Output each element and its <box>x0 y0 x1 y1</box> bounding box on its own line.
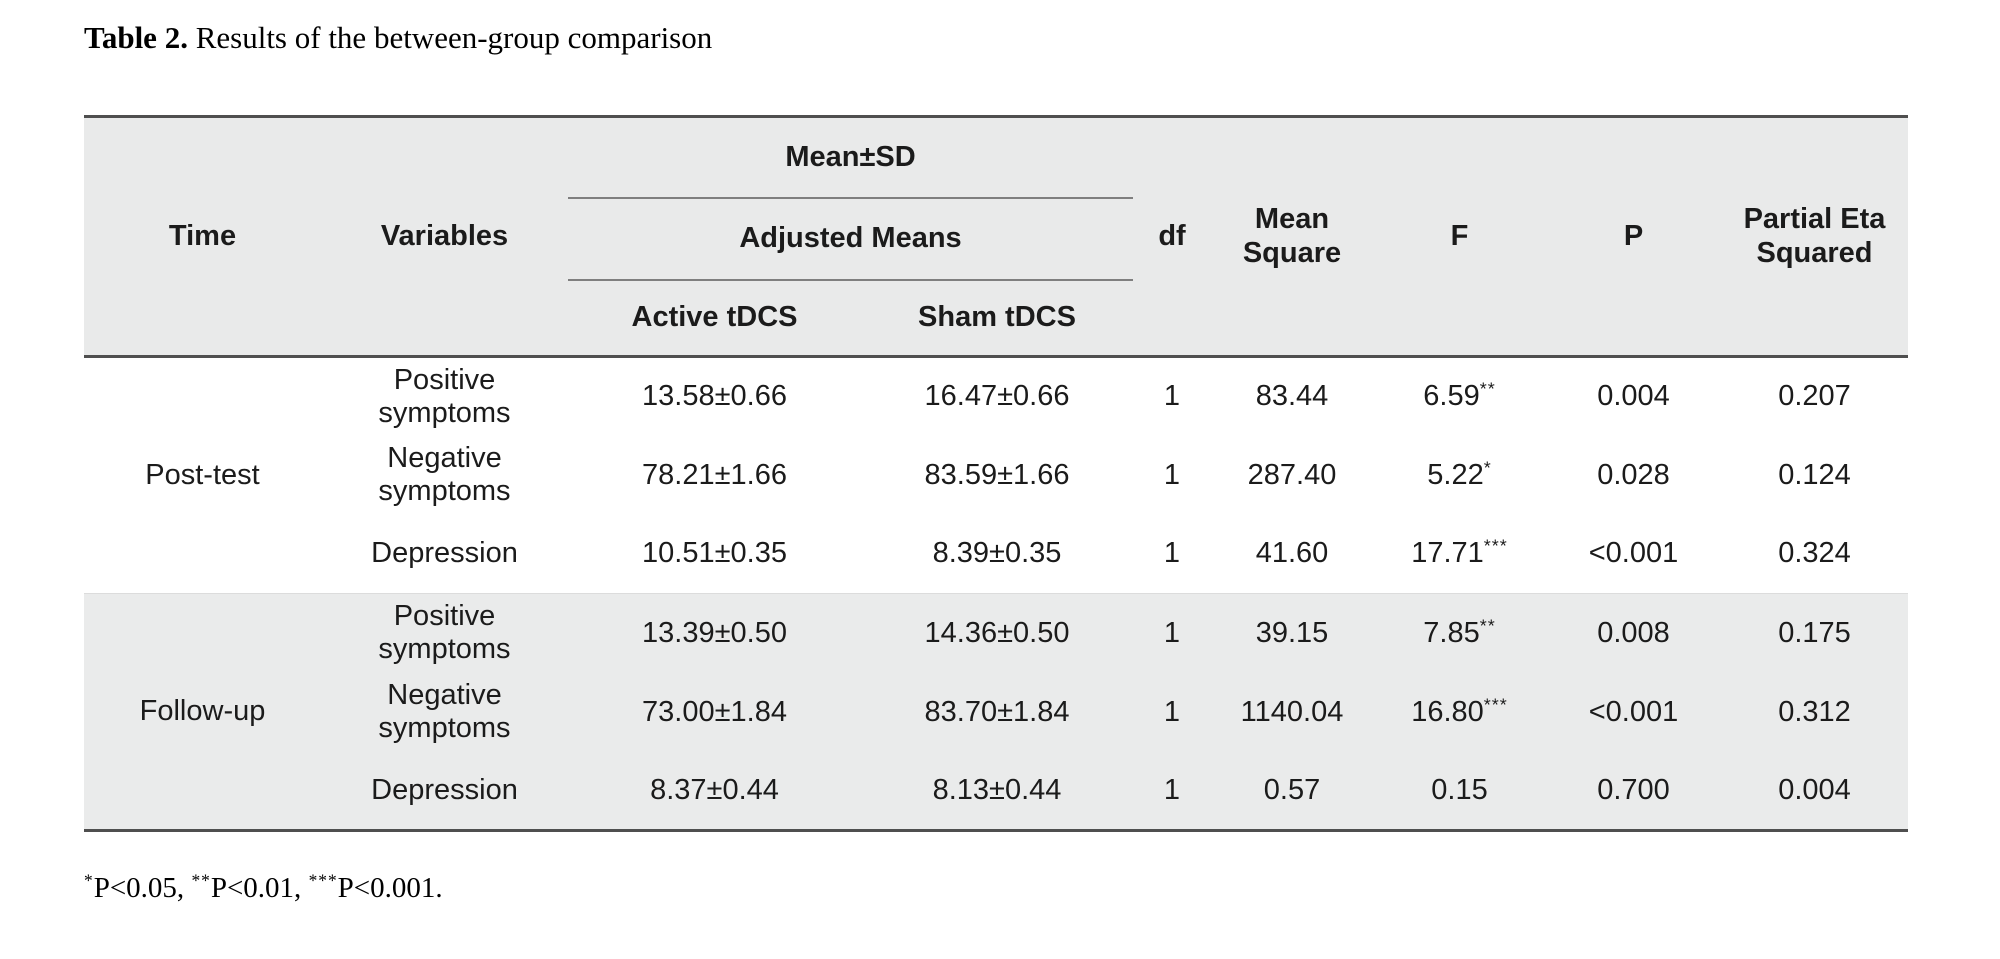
variable-cell: Negative symptoms <box>321 672 568 752</box>
sham-mean-cell: 83.70±1.84 <box>861 672 1133 752</box>
mean-square-cell: 1140.04 <box>1211 672 1373 752</box>
p-cell: 0.028 <box>1546 435 1721 515</box>
time-group-label-posttest: Post-test <box>84 356 321 594</box>
sham-mean-cell: 83.59±1.66 <box>861 435 1133 515</box>
mean-square-cell: 41.60 <box>1211 514 1373 594</box>
df-cell: 1 <box>1133 356 1211 436</box>
sham-mean-cell: 14.36±0.50 <box>861 593 1133 673</box>
mean-square-cell: 287.40 <box>1211 435 1373 515</box>
table-row-posttest-positive: Post-test Positive symptoms 13.58±0.66 1… <box>84 356 1908 594</box>
footnote: *P<0.05, **P<0.01, ***P<0.001. <box>84 872 443 905</box>
partial-eta-cell: 0.324 <box>1721 514 1908 594</box>
table-row-followup-positive: Follow-up Positive symptoms 13.39±0.50 1… <box>84 593 1908 832</box>
footnote-part-2: P<0.01, <box>210 872 302 904</box>
active-mean-cell: 13.58±0.66 <box>568 356 861 436</box>
table-caption: Table 2. Results of the between-group co… <box>84 20 712 56</box>
variable-cell: Depression <box>321 514 568 594</box>
significance-stars: *** <box>1483 535 1508 556</box>
sham-mean-cell: 16.47±0.66 <box>861 356 1133 436</box>
col-header-variables: Variables <box>321 116 568 358</box>
col-header-df: df <box>1133 116 1211 358</box>
col-header-mean-square: Mean Square <box>1211 116 1373 358</box>
f-value: 5.22 <box>1427 458 1484 491</box>
p-cell: 0.004 <box>1546 356 1721 436</box>
f-value: 17.71 <box>1411 537 1484 570</box>
header-row-2: Adjusted Means <box>84 197 1908 281</box>
col-header-mean-sd: Mean±SD <box>568 116 1133 199</box>
f-cell: 6.59** <box>1373 356 1546 436</box>
col-header-time: Time <box>84 116 321 358</box>
table-caption-text: Results of the between-group comparison <box>187 20 713 55</box>
star-3: *** <box>308 870 338 891</box>
col-header-partial-eta-squared: Partial Eta Squared <box>1721 116 1908 358</box>
f-value: 6.59 <box>1423 380 1480 413</box>
star-2: ** <box>191 870 211 891</box>
f-cell: 7.85** <box>1373 593 1546 673</box>
partial-eta-cell: 0.312 <box>1721 672 1908 752</box>
col-header-adjusted-means: Adjusted Means <box>568 197 1133 281</box>
active-mean-cell: 8.37±0.44 <box>568 751 861 831</box>
partial-eta-cell: 0.124 <box>1721 435 1908 515</box>
f-value: 16.80 <box>1411 695 1484 728</box>
table-body: Post-test Positive symptoms 13.58±0.66 1… <box>84 356 1908 832</box>
star-1: * <box>84 870 94 891</box>
variable-cell: Positive symptoms <box>321 356 568 436</box>
variable-cell: Depression <box>321 751 568 831</box>
partial-eta-cell: 0.175 <box>1721 593 1908 673</box>
col-header-sham-tdcs: Sham tDCS <box>861 279 1133 358</box>
f-cell: 17.71*** <box>1373 514 1546 594</box>
variable-cell: Negative symptoms <box>321 435 568 515</box>
p-cell: <0.001 <box>1546 514 1721 594</box>
df-cell: 1 <box>1133 751 1211 831</box>
sham-mean-cell: 8.39±0.35 <box>861 514 1133 594</box>
header-row-3: Active tDCS Sham tDCS <box>84 279 1908 358</box>
active-mean-cell: 78.21±1.66 <box>568 435 861 515</box>
p-cell: 0.700 <box>1546 751 1721 831</box>
f-cell: 0.15 <box>1373 751 1546 831</box>
significance-stars: *** <box>1483 693 1508 714</box>
p-cell: 0.008 <box>1546 593 1721 673</box>
table-caption-label: Table 2. <box>84 20 188 55</box>
f-value: 7.85 <box>1423 616 1480 649</box>
table-row-posttest-depression: Depression 10.51±0.35 8.39±0.35 1 41.60 … <box>84 514 1908 594</box>
mean-square-cell: 39.15 <box>1211 593 1373 673</box>
active-mean-cell: 13.39±0.50 <box>568 593 861 673</box>
footnote-part-3: P<0.001. <box>337 872 443 904</box>
active-mean-cell: 10.51±0.35 <box>568 514 861 594</box>
significance-stars: ** <box>1479 615 1496 636</box>
header-row-1: Time Variables Mean±SD df Mean Square F … <box>84 116 1908 358</box>
f-cell: 16.80*** <box>1373 672 1546 752</box>
results-table: Time Variables Mean±SD df Mean Square F … <box>84 115 1908 832</box>
f-value: 0.15 <box>1431 773 1488 806</box>
table-row-followup-depression: Depression 8.37±0.44 8.13±0.44 1 0.57 0.… <box>84 751 1908 831</box>
p-cell: <0.001 <box>1546 672 1721 752</box>
df-cell: 1 <box>1133 672 1211 752</box>
col-header-p: P <box>1546 116 1721 358</box>
partial-eta-cell: 0.004 <box>1721 751 1908 831</box>
df-cell: 1 <box>1133 514 1211 594</box>
active-mean-cell: 73.00±1.84 <box>568 672 861 752</box>
col-header-f: F <box>1373 116 1546 358</box>
df-cell: 1 <box>1133 435 1211 515</box>
df-cell: 1 <box>1133 593 1211 673</box>
variable-cell: Positive symptoms <box>321 593 568 673</box>
significance-stars: ** <box>1479 378 1496 399</box>
time-group-label-followup: Follow-up <box>84 593 321 832</box>
table-row-posttest-negative: Negative symptoms 78.21±1.66 83.59±1.66 … <box>84 435 1908 515</box>
table-row-followup-negative: Negative symptoms 73.00±1.84 83.70±1.84 … <box>84 672 1908 752</box>
footnote-part-1: P<0.05, <box>93 872 185 904</box>
significance-stars: * <box>1483 456 1492 477</box>
partial-eta-cell: 0.207 <box>1721 356 1908 436</box>
sham-mean-cell: 8.13±0.44 <box>861 751 1133 831</box>
mean-square-cell: 83.44 <box>1211 356 1373 436</box>
mean-square-cell: 0.57 <box>1211 751 1373 831</box>
table-header: Time Variables Mean±SD df Mean Square F … <box>84 116 1908 358</box>
col-header-active-tdcs: Active tDCS <box>568 279 861 358</box>
f-cell: 5.22* <box>1373 435 1546 515</box>
